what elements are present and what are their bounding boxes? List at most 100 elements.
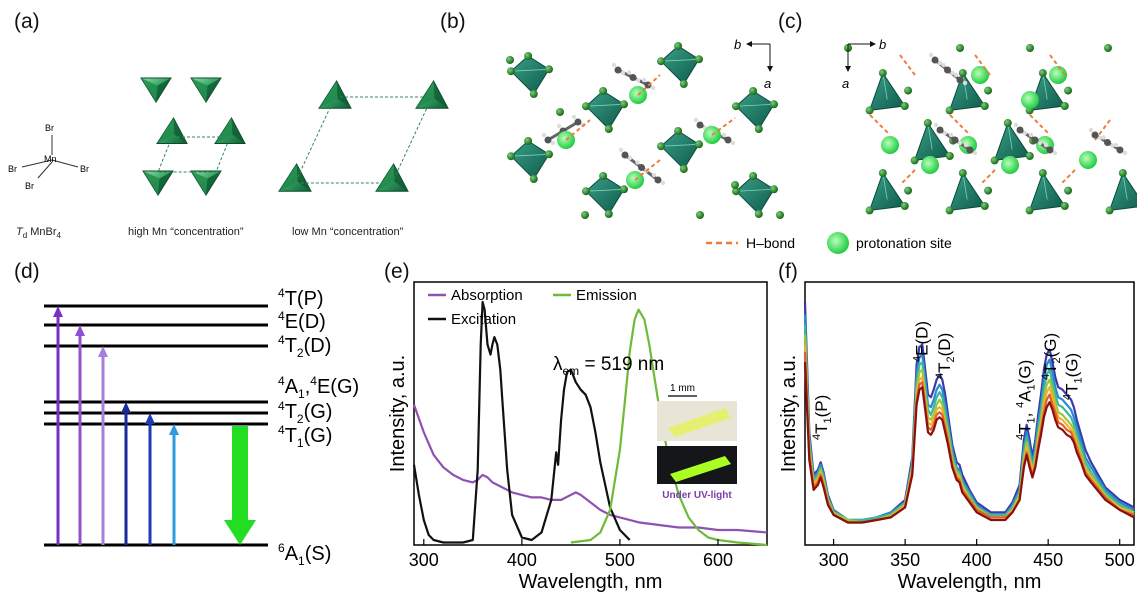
atom-br-bottom: Br — [25, 181, 34, 191]
protonation-site — [1021, 91, 1039, 109]
legend-entry: Absorption — [428, 287, 523, 304]
x-tick-label: 400 — [507, 550, 537, 570]
absorption-arrow — [169, 424, 179, 545]
unit-cell-high — [157, 136, 231, 173]
peak-label: 4T1, 4A1(G) — [1014, 360, 1037, 440]
axes-b: b a — [734, 37, 773, 91]
absorption-arrow — [98, 346, 108, 545]
crystal-structure-b — [506, 42, 784, 219]
br-atom — [776, 211, 784, 219]
x-tick-label: 300 — [819, 550, 849, 570]
tetrahedron — [214, 117, 246, 144]
tetrahedron — [140, 77, 172, 103]
axis-b-label-b: b — [734, 37, 741, 52]
mnbr4-polyhedron — [507, 137, 553, 183]
protonation-site-icon — [827, 232, 849, 254]
h-bond — [899, 54, 916, 76]
inset-scale-label: 1 mm — [670, 383, 695, 394]
chart-f: 300 350 400 450 500 Wavelength, nm Intensity, … — [778, 281, 1135, 593]
legend-entry: Emission — [553, 287, 637, 304]
protonation-site — [1079, 151, 1097, 169]
energy-level-label: 4T(P) — [278, 286, 324, 310]
x-axis-label: Wavelength, nm — [898, 571, 1042, 593]
series-line — [803, 301, 1135, 522]
mnbr4-polyhedron — [945, 69, 993, 115]
h-bond — [565, 119, 591, 141]
organic-cation — [928, 52, 968, 86]
bc-legend: H–bond protonation site — [706, 232, 952, 254]
absorption-arrow — [75, 325, 85, 545]
br-atom — [556, 108, 564, 116]
peak-label: 4T1(P) — [811, 395, 834, 440]
absorption-arrow — [53, 306, 63, 545]
peak-label: 4T1(G) — [1061, 353, 1084, 400]
x-tick-label: 600 — [703, 550, 733, 570]
atom-br-right: Br — [80, 164, 89, 174]
legend-hbond-label: H–bond — [746, 235, 795, 251]
chart-e: 300 400 500 600 Wavelength, nm Intensity, a.u… — [387, 281, 768, 593]
protonation-site — [921, 156, 939, 174]
energy-level-diagram: 4T(P)4E(D)4T2(D) 4A1,4E(G)4T2(G)4T1(G) 6A1… — [44, 286, 359, 568]
panel-label-f: (f) — [778, 260, 798, 283]
tetrahedra-group — [140, 77, 449, 196]
peak-label: 4E(D) — [911, 321, 931, 362]
mnbr4-polyhedron — [1025, 169, 1073, 215]
tetrahedron — [142, 170, 174, 196]
organic-cation — [1088, 127, 1128, 156]
h-bond — [869, 114, 891, 136]
plot-frame — [804, 281, 1135, 546]
unit-cell-low — [294, 96, 433, 184]
tetrahedron — [318, 80, 352, 109]
mnbr4-polyhedron — [582, 172, 628, 218]
energy-level-label: 4A1,4E(G) — [278, 374, 359, 401]
mnbr4-polyhedron — [507, 52, 553, 98]
mnbr4-polyhedron — [865, 69, 913, 115]
series-line — [803, 324, 1135, 522]
legend-protonation-label: protonation site — [856, 235, 952, 251]
mnbr4-polyhedron — [732, 87, 778, 133]
atom-br-left: Br — [8, 164, 17, 174]
peak-label: 4T2(G) — [1040, 333, 1063, 380]
axis-a-label-c: a — [842, 76, 849, 91]
mnbr4-polyhedron — [1105, 169, 1137, 215]
series-line — [803, 362, 1135, 524]
mnbr4-polyhedron — [657, 127, 703, 173]
series-line — [570, 308, 768, 547]
h-bond — [949, 114, 971, 136]
crystal-photo-inset: 1 mm Under UV-light — [657, 383, 737, 501]
energy-level-label: 4E(D) — [278, 309, 326, 333]
br-atom — [1026, 44, 1034, 52]
x-tick-label: 400 — [962, 550, 992, 570]
organic-cation — [611, 62, 656, 91]
legend-entry: Excitation — [428, 311, 516, 328]
mnbr4-structure: Br Mn Br Br Br — [8, 123, 89, 191]
br-atom — [696, 211, 704, 219]
mnbr4-polyhedron — [657, 42, 703, 88]
br-atom — [731, 181, 739, 189]
x-axis-label: Wavelength, nm — [519, 571, 663, 593]
x-tick-label: 500 — [1105, 550, 1135, 570]
svg-text:Absorption: Absorption — [451, 287, 523, 304]
inset-uv-caption: Under UV-light — [662, 490, 732, 501]
mnbr4-polyhedron — [865, 169, 913, 215]
energy-level-label: 4T1(G) — [278, 423, 332, 450]
h-bond — [634, 159, 661, 181]
panel-label-d: (d) — [14, 260, 40, 283]
panel-label-b: (b) — [440, 10, 466, 33]
x-tick-label: 450 — [1033, 550, 1063, 570]
energy-level-label: 6A1(S) — [278, 541, 331, 568]
tetrahedron — [278, 163, 312, 192]
br-atom — [1104, 44, 1112, 52]
br-atom — [956, 44, 964, 52]
y-axis-label: Intensity, a.u. — [387, 355, 409, 472]
h-bond — [899, 169, 916, 186]
series-line — [412, 300, 631, 544]
tetrahedron — [156, 117, 188, 144]
tetrahedron — [190, 170, 222, 196]
h-bond — [1029, 114, 1051, 136]
series-line — [412, 404, 768, 534]
plot-frame — [413, 281, 768, 546]
h-bond — [637, 74, 661, 96]
atom-br-top: Br — [45, 123, 54, 133]
crystal-structure-c — [844, 44, 1137, 215]
